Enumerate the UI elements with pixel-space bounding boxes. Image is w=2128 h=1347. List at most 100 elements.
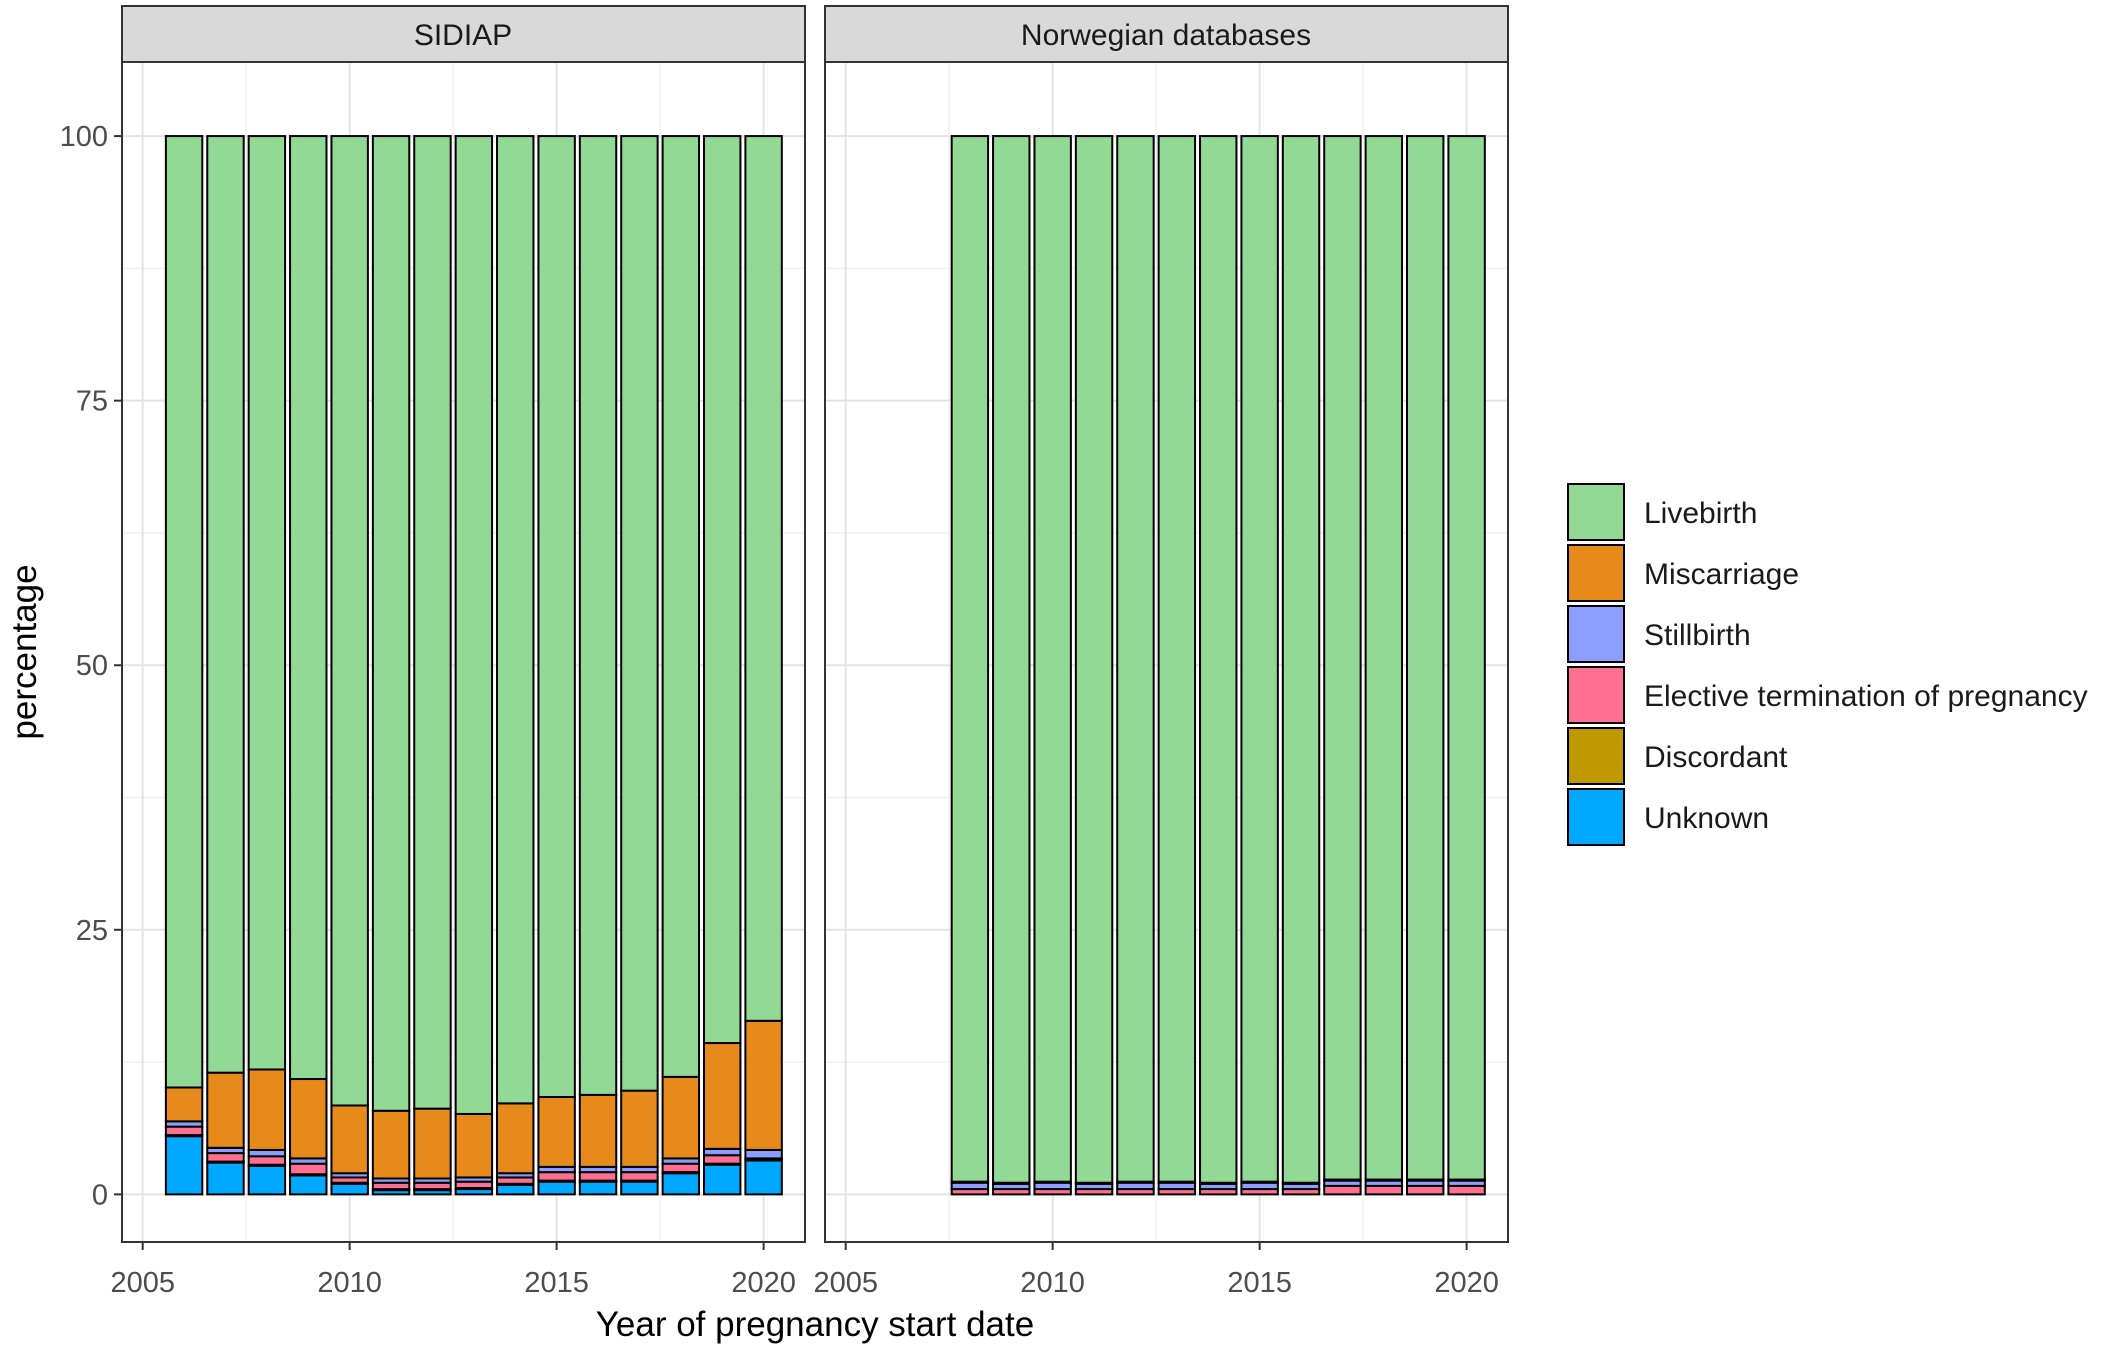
bar-segment-livebirth-2018 bbox=[1364, 135, 1404, 1181]
bar-segment-livebirth-2008 bbox=[247, 135, 287, 1071]
bar-segment-elective-termination-of-pregnancy-2009 bbox=[289, 1162, 328, 1176]
bar-segment-unknown-2019 bbox=[702, 1163, 742, 1196]
legend-key-unknown bbox=[1567, 788, 1625, 846]
bar-segment-livebirth-2011 bbox=[1074, 135, 1114, 1184]
bar-segment-miscarriage-2014 bbox=[496, 1102, 535, 1175]
x-tick-label: 2005 bbox=[813, 1267, 878, 1299]
bar-segment-unknown-2015 bbox=[537, 1180, 576, 1196]
x-tick-label: 2020 bbox=[731, 1267, 796, 1299]
legend-key-miscarriage bbox=[1567, 544, 1625, 602]
bar-segment-unknown-2006 bbox=[164, 1135, 204, 1196]
bars-norwegian bbox=[950, 135, 1486, 1196]
bar-segment-unknown-2010 bbox=[330, 1182, 369, 1196]
x-axis-sidiap: 2005 2010 2015 2020 bbox=[110, 1242, 796, 1299]
bar-segment-unknown-2008 bbox=[247, 1164, 287, 1196]
bar-segment-elective-termination-of-pregnancy-2008 bbox=[247, 1155, 287, 1166]
bar-segment-livebirth-2017 bbox=[1323, 135, 1362, 1181]
bar-segment-elective-termination-of-pregnancy-2007 bbox=[206, 1152, 245, 1163]
facet-norwegian: Norwegian databases 2005 2010 2015 2020 bbox=[813, 5, 1509, 1299]
bar-segment-unknown-2020 bbox=[744, 1159, 783, 1196]
bars-sidiap bbox=[164, 135, 783, 1196]
legend-key-livebirth bbox=[1567, 483, 1625, 541]
bar-segment-livebirth-2017 bbox=[620, 135, 659, 1092]
bar-segment-livebirth-2015 bbox=[537, 135, 576, 1099]
bar-segment-elective-termination-of-pregnancy-2019 bbox=[702, 1154, 742, 1165]
legend: Livebirth Miscarriage Stillbirth Elective t… bbox=[1567, 483, 2088, 846]
bar-segment-livebirth-2009 bbox=[992, 135, 1031, 1184]
strip-background-norwegian bbox=[824, 5, 1509, 63]
x-tick-label: 2010 bbox=[1020, 1267, 1085, 1299]
bar-segment-livebirth-2008 bbox=[950, 135, 990, 1183]
bar-segment-unknown-2017 bbox=[620, 1180, 659, 1196]
legend-key-discordant bbox=[1567, 727, 1625, 785]
bar-segment-livebirth-2016 bbox=[1281, 135, 1321, 1184]
legend-label-unknown: Unknown bbox=[1644, 802, 1769, 835]
bar-segment-miscarriage-2008 bbox=[247, 1068, 287, 1151]
bar-segment-livebirth-2013 bbox=[1157, 135, 1197, 1183]
y-tick-label: 0 bbox=[92, 1179, 108, 1211]
bar-segment-miscarriage-2012 bbox=[413, 1107, 452, 1180]
bar-segment-elective-termination-of-pregnancy-2018 bbox=[1364, 1184, 1404, 1196]
y-axis: 0 25 50 75 100 bbox=[60, 121, 122, 1211]
bar-segment-livebirth-2019 bbox=[1405, 135, 1445, 1181]
bar-segment-unknown-2018 bbox=[661, 1172, 701, 1196]
bar-segment-unknown-2014 bbox=[496, 1183, 535, 1196]
bar-segment-elective-termination-of-pregnancy-2017 bbox=[620, 1171, 659, 1182]
legend-label-livebirth: Livebirth bbox=[1644, 497, 1757, 530]
bar-segment-livebirth-2016 bbox=[578, 135, 618, 1096]
bar-segment-stillbirth-2020 bbox=[744, 1148, 783, 1160]
bar-segment-miscarriage-2020 bbox=[744, 1019, 783, 1151]
y-axis-title: percentage bbox=[5, 564, 44, 739]
bar-segment-livebirth-2009 bbox=[289, 135, 328, 1081]
bar-segment-miscarriage-2016 bbox=[578, 1093, 618, 1168]
strip-background-sidiap bbox=[121, 5, 806, 63]
bar-segment-livebirth-2007 bbox=[206, 135, 245, 1074]
bar-segment-miscarriage-2006 bbox=[164, 1086, 204, 1123]
bar-segment-elective-termination-of-pregnancy-2017 bbox=[1323, 1184, 1362, 1196]
bar-segment-miscarriage-2018 bbox=[661, 1075, 701, 1160]
panel-border-sidiap bbox=[121, 61, 806, 1243]
bar-segment-elective-termination-of-pregnancy-2018 bbox=[661, 1162, 701, 1174]
bar-segment-miscarriage-2009 bbox=[289, 1078, 328, 1160]
bar-segment-miscarriage-2017 bbox=[620, 1089, 659, 1168]
bar-segment-livebirth-2020 bbox=[744, 135, 783, 1022]
bar-segment-livebirth-2010 bbox=[1033, 135, 1072, 1183]
bar-segment-livebirth-2014 bbox=[496, 135, 535, 1105]
bar-segment-elective-termination-of-pregnancy-2016 bbox=[578, 1171, 618, 1182]
bar-segment-livebirth-2011 bbox=[371, 135, 411, 1112]
bar-segment-elective-termination-of-pregnancy-2019 bbox=[1405, 1184, 1445, 1196]
legend-label-stillbirth: Stillbirth bbox=[1644, 619, 1751, 652]
x-tick-label: 2020 bbox=[1434, 1267, 1499, 1299]
strip-label-sidiap: SIDIAP bbox=[414, 19, 512, 52]
bar-segment-miscarriage-2013 bbox=[454, 1112, 494, 1179]
legend-label-miscarriage: Miscarriage bbox=[1644, 558, 1799, 591]
bar-segment-livebirth-2010 bbox=[330, 135, 369, 1107]
legend-key-stillbirth bbox=[1567, 605, 1625, 663]
bar-segment-miscarriage-2007 bbox=[206, 1071, 245, 1149]
y-tick-label: 75 bbox=[76, 386, 108, 418]
bar-segment-elective-termination-of-pregnancy-2006 bbox=[164, 1125, 204, 1137]
bar-segment-unknown-2009 bbox=[289, 1174, 328, 1196]
bar-segment-livebirth-2015 bbox=[1240, 135, 1279, 1183]
bar-segment-unknown-2016 bbox=[578, 1180, 618, 1196]
y-tick-label: 25 bbox=[76, 915, 108, 947]
bar-segment-livebirth-2013 bbox=[454, 135, 494, 1115]
x-tick-label: 2015 bbox=[1227, 1267, 1292, 1299]
bar-segment-elective-termination-of-pregnancy-2015 bbox=[537, 1171, 576, 1182]
y-tick-label: 50 bbox=[76, 650, 108, 682]
panel-border-norwegian bbox=[824, 61, 1509, 1243]
bar-segment-livebirth-2006 bbox=[164, 135, 204, 1089]
bar-segment-elective-termination-of-pregnancy-2020 bbox=[1447, 1184, 1486, 1196]
bar-segment-livebirth-2012 bbox=[1116, 135, 1155, 1183]
x-tick-label: 2005 bbox=[110, 1267, 175, 1299]
bar-segment-miscarriage-2010 bbox=[330, 1104, 369, 1175]
bar-segment-livebirth-2020 bbox=[1447, 135, 1486, 1181]
x-tick-label: 2015 bbox=[524, 1267, 589, 1299]
bar-segment-livebirth-2014 bbox=[1199, 135, 1238, 1184]
bar-segment-livebirth-2019 bbox=[702, 135, 742, 1045]
legend-label-elective-termination-of-pregnancy: Elective termination of pregnancy bbox=[1644, 680, 2088, 713]
bar-segment-livebirth-2012 bbox=[413, 135, 452, 1110]
legend-label-discordant: Discordant bbox=[1644, 741, 1788, 774]
strip-label-norwegian: Norwegian databases bbox=[1021, 19, 1311, 52]
